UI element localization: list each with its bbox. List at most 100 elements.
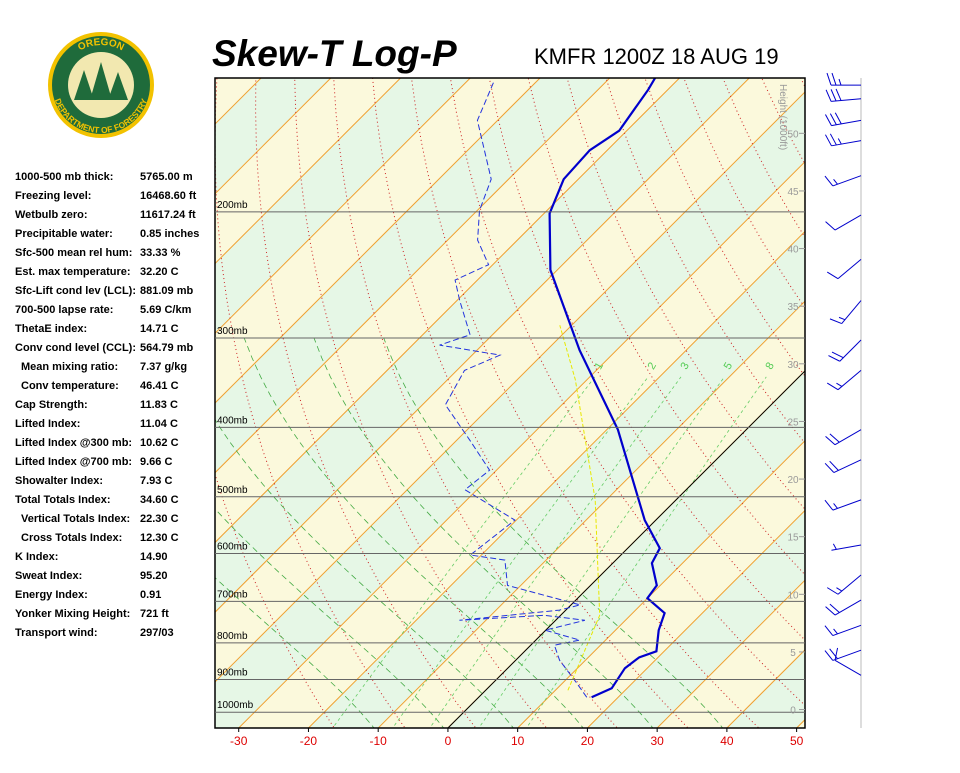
pressure-label: 300mb <box>217 326 248 337</box>
wind-barb <box>831 544 861 550</box>
height-tick-label: 20 <box>787 475 799 486</box>
stat-value: 95.20 <box>140 570 168 582</box>
wind-barb <box>825 176 861 186</box>
dry-adiabat <box>956 78 960 730</box>
stat-value: 7.37 g/kg <box>140 361 187 373</box>
stat-value: 32.20 C <box>140 266 179 278</box>
barb-feather <box>836 89 841 101</box>
wind-barb <box>827 259 861 278</box>
barb-staff <box>835 215 861 230</box>
wind-barb <box>825 460 861 473</box>
wind-barb <box>826 89 861 101</box>
logo: OREGON DEPARTMENT OF FORESTRY <box>48 32 154 138</box>
barb-feather <box>830 114 836 125</box>
height-tick-label: 45 <box>787 187 799 198</box>
wind-barb <box>825 134 861 146</box>
stat-value: 33.33 % <box>140 247 181 259</box>
barb-feather <box>835 113 841 124</box>
wind-barb <box>828 340 861 361</box>
stat-value: 0.91 <box>140 589 161 601</box>
height-tick-label: 30 <box>787 360 799 371</box>
pressure-label: 200mb <box>217 200 248 211</box>
chart-title: Skew-T Log-P <box>212 33 457 74</box>
pressure-label: 900mb <box>217 667 248 678</box>
dry-adiabat <box>917 78 960 730</box>
dry-adiabat <box>801 78 960 730</box>
dry-adiabat <box>878 78 960 730</box>
barb-half <box>834 629 838 634</box>
barb-feather <box>825 176 833 186</box>
height-tick-label: 35 <box>787 302 799 313</box>
isotherm <box>797 78 960 728</box>
stat-label: Conv temperature: <box>21 380 119 392</box>
stat-value: 14.90 <box>140 551 168 563</box>
x-tick-label: 20 <box>581 734 595 748</box>
barb-half <box>833 544 836 550</box>
wind-barb <box>826 215 861 230</box>
wind-barb <box>826 430 861 445</box>
x-tick-label: 10 <box>511 734 525 748</box>
stat-value: 34.60 C <box>140 494 179 506</box>
height-tick-label: 40 <box>787 245 799 256</box>
stat-value: 22.30 C <box>140 513 179 525</box>
stat-value: 721 ft <box>140 608 169 620</box>
stat-value: 14.71 C <box>140 323 179 335</box>
barb-half <box>836 588 841 591</box>
x-tick-label: -30 <box>230 734 248 748</box>
barb-half <box>839 79 841 85</box>
barb-staff <box>838 259 861 278</box>
stat-label: Freezing level: <box>15 190 91 202</box>
stat-value: 564.79 mb <box>140 342 193 354</box>
barb-feather <box>831 89 836 101</box>
pressure-label: 400mb <box>217 415 248 426</box>
stat-value: 12.30 C <box>140 532 179 544</box>
stat-label: Total Totals Index: <box>15 494 111 506</box>
barb-half <box>839 317 845 319</box>
barb-half <box>834 179 838 184</box>
stat-value: 46.41 C <box>140 380 179 392</box>
stat-label: K Index: <box>15 551 58 563</box>
barb-half <box>834 503 838 508</box>
x-tick-label: 30 <box>650 734 664 748</box>
height-tick-label: 10 <box>787 590 799 601</box>
barb-staff <box>835 660 861 675</box>
x-tick-label: 0 <box>445 734 452 748</box>
height-axis-label: Height (1000ft) <box>777 84 788 150</box>
pressure-label: 700mb <box>217 589 248 600</box>
stat-label: Showalter Index: <box>15 475 103 487</box>
stat-value: 16468.60 ft <box>140 190 197 202</box>
x-tick-label: -20 <box>300 734 318 748</box>
x-tick-label: 50 <box>790 734 804 748</box>
pressure-label: 600mb <box>217 541 248 552</box>
barb-feather <box>830 319 842 324</box>
isotherm-band <box>797 78 960 728</box>
wind-barb <box>826 600 861 615</box>
stat-label: Mean mixing ratio: <box>21 361 118 373</box>
stat-value: 10.62 C <box>140 437 179 449</box>
wind-barb <box>827 73 861 85</box>
x-tick-label: -10 <box>370 734 388 748</box>
stat-label: Cap Strength: <box>15 399 88 411</box>
wind-barb <box>825 649 861 661</box>
stat-label: Sfc-500 mean rel hum: <box>15 247 132 259</box>
barb-feather <box>832 352 843 358</box>
stat-label: Sfc-Lift cond lev (LCL): <box>15 285 136 297</box>
stat-label: Conv cond level (CCL): <box>15 342 136 354</box>
barb-half <box>836 383 841 386</box>
pressure-label: 800mb <box>217 631 248 642</box>
stat-label: Vertical Totals Index: <box>21 513 130 525</box>
barb-feather <box>830 134 836 145</box>
stat-label: Transport wind: <box>15 627 98 639</box>
stat-value: 881.09 mb <box>140 285 193 297</box>
stat-label: Precipitable water: <box>15 228 113 240</box>
barb-feather <box>827 383 838 390</box>
stat-value: 11.04 C <box>140 418 178 430</box>
barb-feather <box>825 500 833 510</box>
barb-feather <box>827 272 838 279</box>
stat-value: 297/03 <box>140 627 174 639</box>
stat-label: Cross Totals Index: <box>21 532 122 544</box>
stat-label: Sweat Index: <box>15 570 82 582</box>
stat-label: Energy Index: <box>15 589 88 601</box>
